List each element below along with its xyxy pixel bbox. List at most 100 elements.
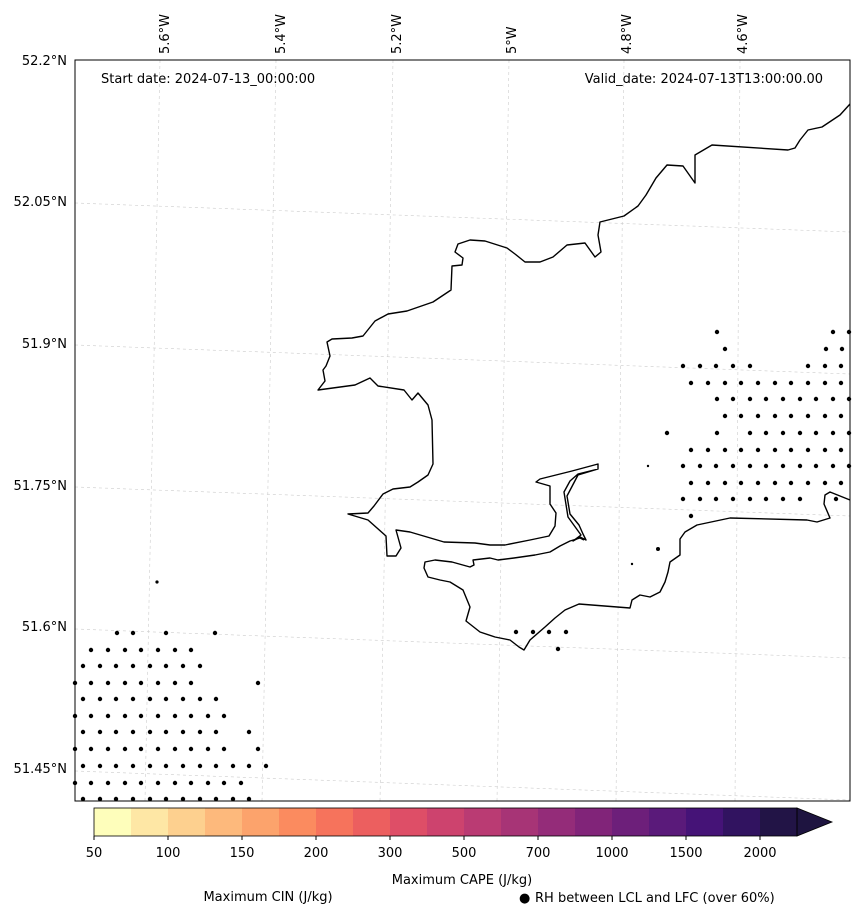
rh-dot	[205, 713, 211, 719]
rh-dot	[780, 396, 786, 402]
rh-dot	[197, 763, 203, 769]
rh-dot	[138, 780, 144, 786]
rh-dot	[97, 763, 103, 769]
rh-dot	[155, 746, 161, 752]
rh-dot	[680, 463, 686, 469]
rh-dot	[772, 480, 778, 486]
rh-dot	[163, 729, 169, 735]
rh-dot	[238, 780, 244, 786]
rh-dot	[730, 396, 736, 402]
rh-dot	[722, 480, 728, 486]
rh-dot	[122, 680, 128, 686]
lon-label-5.2W: 5.2°W	[390, 14, 405, 54]
rh-dot	[155, 580, 159, 584]
colorbar-segment	[575, 808, 613, 836]
colorbar-tick-label: 700	[526, 846, 551, 861]
rh-dot	[833, 496, 839, 502]
rh-dot	[147, 729, 153, 735]
colorbar-segment	[390, 808, 428, 836]
rh-dot	[738, 413, 744, 419]
rh-dot	[122, 713, 128, 719]
rh-dot	[747, 463, 753, 469]
rh-dot	[80, 729, 86, 735]
rh-dot	[188, 780, 194, 786]
rh-dot	[705, 447, 711, 453]
rh-dot	[138, 713, 144, 719]
colorbar-segment	[649, 808, 687, 836]
rh-dot	[263, 763, 269, 769]
rh-dot	[755, 480, 761, 486]
rh-dot	[822, 480, 828, 486]
rh-dot	[680, 363, 686, 369]
rh-dot	[688, 447, 694, 453]
rh-dot	[838, 363, 844, 369]
map-background	[75, 60, 850, 801]
rh-dot	[205, 780, 211, 786]
coastline	[317, 103, 851, 651]
rh-dot	[830, 329, 836, 335]
rh-dot	[188, 713, 194, 719]
rh-dot	[772, 447, 778, 453]
map-frame	[74, 59, 851, 802]
rh-dot	[88, 713, 94, 719]
rh-dot	[180, 763, 186, 769]
rh-dot	[530, 629, 536, 635]
colorbar-segment	[612, 808, 650, 836]
rh-dot	[80, 796, 86, 802]
rh-dot	[763, 463, 769, 469]
colorbar-tick-label: 300	[378, 846, 403, 861]
rh-dot	[713, 363, 719, 369]
rh-dot	[197, 696, 203, 702]
colorbar-segment	[353, 808, 391, 836]
lat-label-51.75N: 51.75°N	[14, 479, 67, 494]
colorbar: 50 100 150 200 300 500 700 1000 1500 2000	[86, 807, 834, 861]
rh-dot	[113, 796, 119, 802]
lat-label-52.2N: 52.2°N	[22, 54, 67, 69]
colorbar-frame	[93, 807, 798, 837]
rh-dot	[197, 663, 203, 669]
rh-dot	[722, 413, 728, 419]
rh-dot	[113, 763, 119, 769]
rh-dot	[780, 463, 786, 469]
rh-legend-marker: ●	[519, 891, 530, 906]
rh-dot	[80, 696, 86, 702]
rh-dot	[163, 696, 169, 702]
rh-dot	[180, 663, 186, 669]
colorbar-segment	[316, 808, 354, 836]
colorbar-segment	[501, 808, 539, 836]
cin-label: Maximum CIN (J/kg)	[203, 890, 332, 905]
rh-dot	[805, 413, 811, 419]
rh-dot	[155, 780, 161, 786]
rh-dot	[747, 363, 753, 369]
rh-dot	[188, 647, 194, 653]
rh-dot	[697, 496, 703, 502]
rh-dot	[172, 746, 178, 752]
lat-label-51.6N: 51.6°N	[22, 620, 67, 635]
rh-dot	[122, 746, 128, 752]
colorbar-label: Maximum CAPE (J/kg)	[392, 873, 532, 888]
valid-date-label: Valid_date: 2024-07-13T13:00:00.00	[585, 72, 823, 87]
rh-dot	[197, 796, 203, 802]
colorbar-tick-label: 500	[452, 846, 477, 861]
rh-dot	[213, 763, 219, 769]
rh-dot	[213, 796, 219, 802]
rh-dot	[113, 696, 119, 702]
rh-dot	[722, 380, 728, 386]
rh-dot	[138, 746, 144, 752]
rh-dot	[788, 447, 794, 453]
rh-dot	[805, 447, 811, 453]
rh-dot	[714, 396, 720, 402]
rh-dot	[246, 763, 252, 769]
rh-dot	[147, 763, 153, 769]
rh-dot	[221, 746, 227, 752]
rh-dot	[805, 380, 811, 386]
colorbar-segment	[205, 808, 243, 836]
rh-dot	[114, 630, 120, 636]
colorbar-extend-arrow	[796, 807, 834, 837]
rh-dot	[130, 763, 136, 769]
rh-dot	[822, 380, 828, 386]
rh-dot	[763, 496, 769, 502]
rh-dot	[163, 663, 169, 669]
rh-dot	[130, 729, 136, 735]
